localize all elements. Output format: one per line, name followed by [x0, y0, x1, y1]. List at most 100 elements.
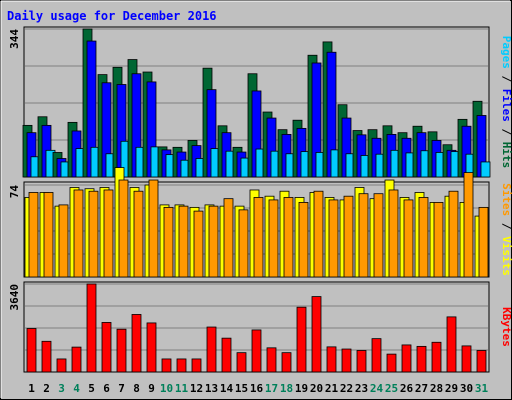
visits-bar-sites-day-28 [433, 202, 444, 278]
x-tick-label-day-3: 3 [58, 382, 65, 395]
visits-side-label-sep: / [500, 216, 512, 236]
visits-bar-sites-day-17 [268, 199, 279, 278]
visits-bar-sites-day-6 [103, 189, 114, 278]
panel-kbytes: 3640 [8, 281, 490, 373]
visits-side-label-sites: Sites [500, 183, 512, 216]
visits-bar-sites-day-14 [223, 198, 234, 278]
x-tick-label-day-7: 7 [118, 382, 125, 395]
kbytes-side-label: KBytes [500, 307, 512, 347]
x-tick-label-day-4: 4 [73, 382, 80, 395]
kbytes-bar-kbytes-day-30 [461, 345, 472, 373]
visits-bar-sites-day-26 [403, 199, 414, 278]
x-tick-label-day-31: 31 [475, 382, 489, 395]
kbytes-bar-kbytes-day-27 [416, 345, 427, 373]
visits-bar-sites-day-22 [343, 195, 354, 278]
kbytes-bar-kbytes-day-19 [296, 306, 307, 373]
x-tick-label-day-23: 23 [355, 382, 368, 395]
visits-bar-sites-day-21 [328, 199, 339, 278]
x-tick-label-day-30: 30 [460, 382, 473, 395]
x-tick-label-day-28: 28 [430, 382, 443, 395]
kbytes-bar-kbytes-day-2 [41, 340, 52, 373]
visits-bar-sites-day-24 [373, 193, 384, 278]
kbytes-bar-kbytes-day-7 [116, 328, 127, 373]
visits-bar-sites-day-12 [193, 210, 204, 278]
kbytes-side-label-kbytes: KBytes [500, 307, 512, 347]
kbytes-bar-kbytes-day-1 [26, 328, 37, 373]
kbytes-bar-kbytes-day-31 [476, 350, 487, 373]
x-tick-label-day-1: 1 [28, 382, 35, 395]
visits-bar-sites-day-7 [118, 179, 129, 278]
x-tick-label-day-22: 22 [340, 382, 353, 395]
x-tick-label-day-17: 17 [265, 382, 278, 395]
kbytes-bar-kbytes-day-11 [176, 358, 187, 373]
x-tick-label-day-6: 6 [103, 382, 110, 395]
kbytes-bar-kbytes-day-18 [281, 352, 292, 373]
kbytes-bar-kbytes-day-8 [131, 314, 142, 373]
panel-hits: 344 [8, 26, 491, 178]
hits-bar-pages-day-31 [480, 161, 491, 178]
kbytes-bar-kbytes-day-5 [86, 283, 97, 373]
kbytes-bar-kbytes-day-25 [386, 353, 397, 373]
visits-side-label-visits: Visits [500, 236, 512, 276]
hits-side-label-hits: Hits [500, 142, 512, 169]
visits-bar-sites-day-31 [478, 206, 489, 278]
visits-ytick-label: 74 [8, 185, 21, 199]
kbytes-bar-kbytes-day-24 [371, 338, 382, 373]
x-tick-label-day-29: 29 [445, 382, 458, 395]
visits-bar-sites-day-4 [73, 189, 84, 278]
visits-bar-sites-day-8 [133, 190, 144, 278]
side-labels: Pages / Files / Hits Sites / Visits KBytes [500, 36, 512, 347]
x-tick-label-day-20: 20 [310, 382, 323, 395]
kbytes-bar-kbytes-day-15 [236, 352, 247, 373]
x-tick-label-day-15: 15 [235, 382, 248, 395]
x-tick-label-day-12: 12 [190, 382, 203, 395]
kbytes-bar-kbytes-day-21 [326, 346, 337, 373]
x-tick-label-day-5: 5 [88, 382, 95, 395]
kbytes-bar-kbytes-day-3 [56, 358, 67, 373]
kbytes-bar-kbytes-day-23 [356, 350, 367, 373]
kbytes-bar-kbytes-day-26 [401, 344, 412, 373]
x-tick-label-day-10: 10 [160, 382, 173, 395]
x-tick-label-day-16: 16 [250, 382, 264, 395]
kbytes-bar-kbytes-day-17 [266, 347, 277, 373]
x-tick-label-day-26: 26 [400, 382, 414, 395]
visits-bar-sites-day-25 [388, 189, 399, 278]
visits-bar-sites-day-23 [358, 193, 369, 278]
visits-bar-sites-day-3 [58, 204, 69, 278]
visits-bar-sites-day-29 [448, 190, 459, 278]
x-tick-label-day-9: 9 [148, 382, 155, 395]
kbytes-bar-kbytes-day-10 [161, 358, 172, 373]
x-tick-label-day-14: 14 [220, 382, 234, 395]
visits-bar-sites-day-13 [208, 205, 219, 278]
kbytes-ytick-label: 3640 [8, 284, 21, 311]
kbytes-bar-kbytes-day-14 [221, 337, 232, 373]
kbytes-bar-kbytes-day-16 [251, 329, 262, 373]
x-tick-label-day-24: 24 [370, 382, 384, 395]
kbytes-bar-kbytes-day-22 [341, 348, 352, 373]
visits-bar-sites-day-5 [88, 190, 99, 278]
x-tick-label-day-27: 27 [415, 382, 428, 395]
x-tick-label-day-2: 2 [43, 382, 50, 395]
x-tick-label-day-25: 25 [385, 382, 398, 395]
visits-bar-sites-day-19 [298, 202, 309, 278]
kbytes-bar-kbytes-day-6 [101, 322, 112, 373]
hits-ytick-label: 344 [8, 29, 21, 49]
x-axis-labels: 1 2 3 4 5 6 7 8 9 10 11 12 13 14 15 16 17 18 19 20 21 22 23 24 2… [28, 382, 488, 395]
kbytes-bar-kbytes-day-12 [191, 358, 202, 373]
hits-side-label: Pages / Files / Hits [500, 36, 512, 169]
hits-side-label-sep: / [500, 122, 512, 142]
hits-side-label-pages: Pages [500, 36, 512, 69]
panel-visits: 74 [8, 167, 490, 278]
visits-bar-sites-day-11 [178, 205, 189, 278]
kbytes-bar-kbytes-day-13 [206, 326, 217, 373]
x-tick-label-day-8: 8 [133, 382, 140, 395]
visits-bar-sites-day-20 [313, 190, 324, 278]
visits-bar-sites-day-18 [283, 197, 294, 278]
x-tick-label-day-13: 13 [205, 382, 218, 395]
visits-bar-sites-day-1 [28, 192, 39, 278]
visits-bar-sites-day-10 [163, 206, 174, 278]
x-tick-label-day-11: 11 [175, 382, 189, 395]
kbytes-bar-kbytes-day-28 [431, 341, 442, 373]
visits-bar-sites-day-16 [253, 197, 264, 278]
